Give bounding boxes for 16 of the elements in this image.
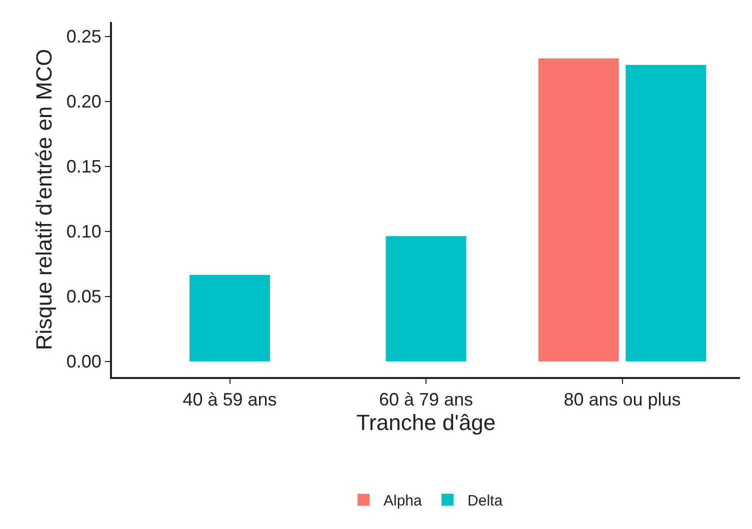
x-tick-label: 60 à 79 ans xyxy=(378,390,474,410)
y-tick-label: 0.00 xyxy=(66,352,102,372)
y-tick-label: 0.10 xyxy=(66,222,102,242)
y-axis-title: Risque relatif d'entrée en MCO xyxy=(32,48,57,350)
legend-label: Alpha xyxy=(384,492,423,510)
legend-label: Delta xyxy=(468,492,504,510)
y-tick-label: 0.20 xyxy=(66,92,102,112)
y-tick-label: 0.15 xyxy=(66,156,102,177)
x-tick-label: 80 ans ou plus xyxy=(564,390,681,410)
bar xyxy=(190,274,270,362)
bar xyxy=(626,64,706,362)
y-tick-label: 0.25 xyxy=(66,26,102,47)
y-tick-label: 0.05 xyxy=(66,286,102,307)
bar xyxy=(538,58,619,362)
x-tick-label: 40 à 59 ans xyxy=(182,390,277,410)
x-axis-title: Tranche d'âge xyxy=(356,410,496,435)
